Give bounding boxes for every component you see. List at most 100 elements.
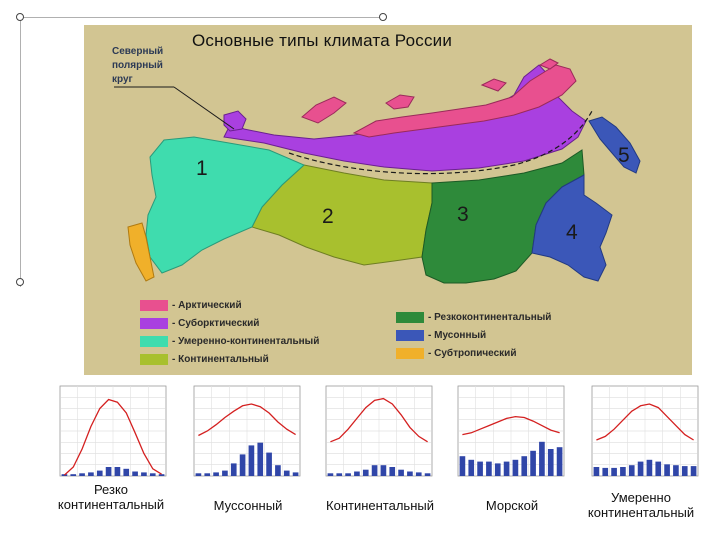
precipitation-bar bbox=[646, 459, 653, 476]
legend-swatch-sharp-continental bbox=[396, 311, 424, 323]
arctic-circle-label-line-3: круг bbox=[112, 74, 133, 85]
precipitation-bar bbox=[468, 459, 475, 476]
legend-label-subtropical: - Субтропический bbox=[428, 347, 517, 359]
arctic-circle-label-line-1: Северный bbox=[112, 46, 164, 57]
precipitation-bar bbox=[512, 459, 519, 476]
precipitation-bar bbox=[477, 461, 483, 476]
precipitation-bar bbox=[371, 465, 378, 476]
arctic-circle-pointer bbox=[173, 86, 235, 130]
precipitation-bar bbox=[88, 472, 94, 476]
precipitation-bar bbox=[257, 442, 264, 476]
precipitation-bar bbox=[275, 465, 281, 476]
legend-item-subtropical: - Субтропический bbox=[396, 345, 516, 361]
chart-caption-monsoon: Муссонный bbox=[186, 498, 310, 513]
legend-item-moderate-continental: - Умеренно-континентальный bbox=[140, 333, 319, 349]
precipitation-bar bbox=[158, 474, 165, 476]
precipitation-bar bbox=[530, 450, 536, 476]
chart-caption-maritime: Морской bbox=[450, 498, 574, 513]
precipitation-bar bbox=[114, 467, 121, 476]
chart-caption-sharp-continental-line-2: континентальный bbox=[57, 497, 165, 512]
precipitation-bar bbox=[637, 461, 644, 476]
climate-chart-continental bbox=[325, 385, 433, 477]
chart-caption-sharp-continental: Резко континентальный bbox=[36, 482, 186, 512]
zone-number-1: 1 bbox=[196, 157, 208, 180]
precipitation-bar bbox=[362, 469, 369, 476]
precipitation-bar bbox=[132, 471, 138, 476]
precipitation-bar bbox=[593, 467, 600, 476]
chart-caption-moderate-continental-line-1: Умеренно bbox=[611, 490, 671, 505]
precipitation-bar bbox=[96, 470, 103, 476]
temperature-line bbox=[330, 397, 428, 443]
climate-chart-maritime bbox=[457, 385, 565, 477]
arctic-circle-line bbox=[288, 110, 593, 175]
legend-swatch-continental bbox=[140, 353, 168, 365]
precipitation-bar bbox=[398, 469, 404, 476]
temperature-line bbox=[63, 398, 162, 476]
arctic-circle-label: Северный полярный круг bbox=[112, 45, 178, 87]
arctic-island-novaya-zemlya bbox=[301, 96, 347, 124]
resize-handle-top-center[interactable] bbox=[379, 13, 387, 21]
precipitation-bar bbox=[239, 454, 246, 476]
legend-item-arctic: - Арктический bbox=[140, 297, 242, 313]
precipitation-bar bbox=[494, 463, 501, 476]
precipitation-bar bbox=[105, 467, 112, 476]
slide-frame-left bbox=[20, 17, 21, 287]
legend-item-continental: - Континентальный bbox=[140, 351, 269, 367]
precipitation-bar bbox=[539, 441, 545, 476]
precipitation-bar bbox=[230, 463, 237, 476]
precipitation-bar bbox=[389, 467, 396, 476]
resize-handle-top-left[interactable] bbox=[16, 13, 24, 21]
slide-bottom-strip bbox=[230, 531, 450, 540]
climate-map-panel: 1 2 3 4 5 Основные типы климата России С… bbox=[84, 25, 692, 375]
zone-monsoon bbox=[531, 174, 613, 282]
temperature-line bbox=[198, 403, 296, 437]
climate-charts-row: Резко континентальный Муссонный Континен… bbox=[52, 380, 712, 530]
precipitation-bar bbox=[547, 449, 554, 476]
legend-item-sharp-continental: - Резкоконтинентальный bbox=[396, 309, 551, 325]
precipitation-bar bbox=[459, 456, 466, 476]
precipitation-bar bbox=[503, 461, 510, 476]
precipitation-bar bbox=[655, 461, 662, 476]
precipitation-bar bbox=[556, 447, 563, 476]
legend-label-continental: - Континентальный bbox=[172, 353, 269, 365]
precipitation-bar bbox=[380, 465, 387, 476]
precipitation-bar bbox=[336, 473, 343, 476]
legend-swatch-monsoon bbox=[396, 329, 424, 341]
resize-handle-middle-left[interactable] bbox=[16, 278, 24, 286]
precipitation-bar bbox=[354, 471, 360, 476]
precipitation-bar bbox=[690, 466, 697, 476]
legend-item-monsoon: - Мусонный bbox=[396, 327, 486, 343]
map-title: Основные типы климата России bbox=[192, 31, 453, 50]
zone-monsoon-kamchatka bbox=[588, 116, 641, 174]
precipitation-bar bbox=[141, 472, 147, 476]
arctic-island-nsi bbox=[480, 78, 507, 92]
zone-number-4: 4 bbox=[566, 221, 578, 244]
precipitation-bar bbox=[204, 473, 211, 476]
chart-caption-monsoon-line-1: Муссонный bbox=[213, 498, 283, 513]
arctic-island-severnaya bbox=[385, 94, 415, 110]
legend-item-subarctic: - Суборктический bbox=[140, 315, 259, 331]
precipitation-bar bbox=[195, 473, 202, 476]
zone-number-2: 2 bbox=[322, 205, 334, 228]
arctic-island-wrangel bbox=[538, 58, 559, 70]
zone-subarctic-kola bbox=[223, 110, 247, 132]
climate-chart-moderate-continental bbox=[591, 385, 699, 477]
precipitation-bar bbox=[283, 470, 290, 476]
precipitation-bar bbox=[628, 465, 635, 476]
legend-swatch-subarctic bbox=[140, 317, 168, 329]
precipitation-bar bbox=[222, 470, 228, 476]
legend-label-monsoon: - Мусонный bbox=[428, 329, 487, 341]
precipitation-bar bbox=[248, 445, 255, 476]
precipitation-bar bbox=[345, 473, 351, 476]
legend-swatch-moderate-continental bbox=[140, 335, 168, 347]
precipitation-bar bbox=[123, 468, 130, 476]
zone-subtropical bbox=[127, 222, 155, 282]
chart-caption-continental: Континентальный bbox=[306, 498, 454, 513]
precipitation-bar bbox=[79, 473, 85, 476]
legend-label-subarctic: - Суборктический bbox=[172, 317, 260, 329]
legend-label-sharp-continental: - Резкоконтинентальный bbox=[428, 311, 552, 323]
chart-caption-sharp-continental-line-1: Резко bbox=[93, 482, 129, 497]
precipitation-bar bbox=[292, 472, 299, 476]
precipitation-bar bbox=[149, 473, 156, 476]
legend-swatch-subtropical bbox=[396, 347, 424, 359]
